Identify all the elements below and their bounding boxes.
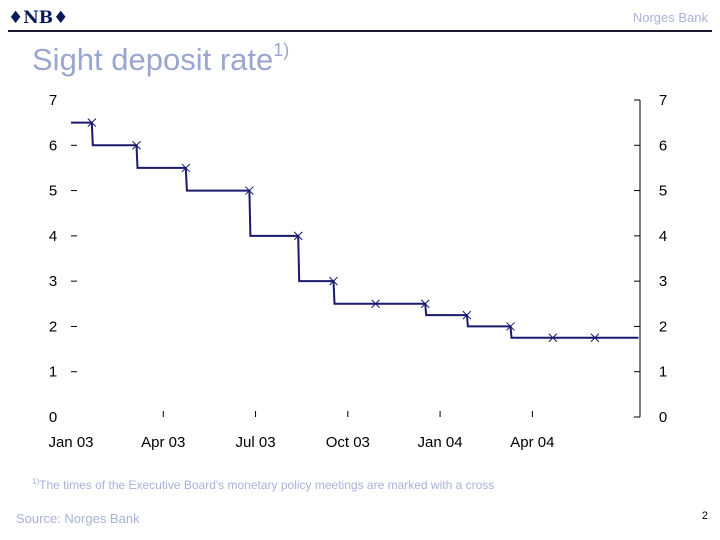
y-tick-label-right: 6 [659,137,667,154]
meeting-marker [371,299,380,309]
y-tick-label-right: 7 [659,92,667,109]
meeting-marker [420,299,430,309]
meeting-marker [245,186,254,195]
y-tick-label-left: 7 [49,92,57,109]
norges-bank-logo: ♦NB♦ [8,8,69,28]
rate-chart: 0 1 2 3 4 5 6 7 0 1 2 3 4 5 6 7 Jan 03 Apr 03 Jul 03 Oct … [48,92,667,451]
page-number: 2 [701,510,708,522]
rate-step-line [71,121,639,339]
y-tick-label-left: 2 [49,318,57,335]
x-tick-label: Jan 04 [418,434,463,451]
meeting-marker [590,333,600,343]
y-tick-label-left: 4 [49,228,57,245]
title-text: Sight deposit rate [32,42,274,77]
meeting-marker [548,333,558,343]
y-tick-label-right: 0 [659,409,667,426]
footnote-text: The times of the Executive Board's monet… [39,478,495,492]
y-tick-label-left: 1 [49,364,57,381]
y-tick-label-left: 5 [49,183,57,200]
x-tick-label: Jan 03 [48,434,93,451]
x-tick-label: Oct 03 [326,434,370,451]
y-tick-label-left: 0 [49,409,57,426]
y-axis-left-ticks [71,144,77,373]
meeting-marker [293,231,303,241]
meeting-marker [181,163,191,173]
y-tick-label-right: 2 [659,318,667,335]
footnote: 1)The times of the Executive Board's mon… [32,477,494,492]
y-tick-label-right: 3 [659,273,667,290]
y-axis-left-labels: 0 1 2 3 4 5 6 7 [49,92,57,426]
logo-text: NB [23,8,54,28]
x-tick-label: Apr 04 [510,434,554,451]
footnote-marker: 1) [32,477,40,486]
meeting-marker [329,276,338,286]
meeting-marker [506,322,515,331]
page-title: Sight deposit rate1) [32,40,289,78]
header-divider [8,30,712,32]
y-tick-label-right: 1 [659,364,667,381]
y-tick-label-left: 3 [49,273,57,290]
y-axis-right-labels: 0 1 2 3 4 5 6 7 [659,92,667,426]
x-tick-label: Apr 03 [141,434,185,451]
meeting-marker [87,118,97,127]
meeting-marker [462,310,472,320]
y-tick-label-right: 5 [659,183,667,200]
x-tick-label: Jul 03 [236,434,276,451]
x-axis-labels: Jan 03 Apr 03 Jul 03 Oct 03 Jan 04 Apr 04 [48,434,554,451]
meeting-marker [132,140,141,150]
x-axis-ticks [162,411,533,417]
brand-name: Norges Bank [632,10,708,25]
y-axis-right-ticks [634,99,640,418]
y-tick-label-left: 6 [49,137,57,154]
meeting-markers [87,118,600,343]
y-tick-label-right: 4 [659,228,667,245]
title-superscript: 1) [273,40,290,60]
source-note: Source: Norges Bank [16,511,140,526]
